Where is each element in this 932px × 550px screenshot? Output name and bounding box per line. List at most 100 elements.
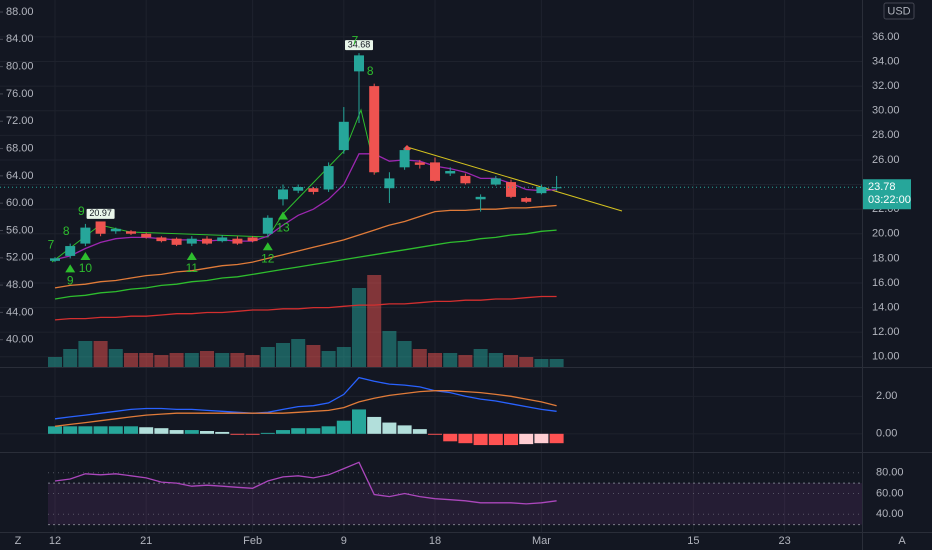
volume-bar	[549, 359, 564, 367]
x-tick-label: Mar	[532, 535, 551, 547]
x-tick-label: 18	[429, 535, 441, 547]
candle-body	[490, 178, 501, 185]
td-count: 7	[48, 237, 55, 251]
volume-bar	[382, 331, 397, 367]
volume-bar	[443, 353, 458, 367]
left-tick-label: 48.00	[6, 279, 34, 291]
macd-histogram-bar	[534, 433, 549, 444]
macd-histogram-bar	[108, 426, 123, 434]
left-tick-label: 44.00	[6, 306, 34, 318]
volume-bar	[291, 339, 306, 367]
candle-body	[399, 150, 410, 168]
candle-body	[232, 238, 243, 244]
volume-bar	[63, 349, 78, 367]
moving-average	[54, 229, 557, 300]
candle-body	[110, 228, 121, 232]
macd-histogram-bar	[473, 433, 488, 446]
volume-bar	[199, 351, 214, 367]
rsi-line	[54, 461, 557, 505]
candle-body	[354, 55, 365, 72]
left-tick-label: 40.00	[6, 334, 34, 346]
left-tick-label: 56.00	[6, 224, 34, 236]
macd-histogram-bar	[47, 426, 62, 434]
volume-bar	[260, 347, 275, 367]
volume-bar	[412, 349, 427, 367]
currency-box[interactable]	[883, 2, 915, 20]
td-count: 12	[261, 251, 275, 265]
candle-body	[247, 237, 258, 242]
left-tick-label: 76.00	[6, 88, 34, 100]
td-count: 9	[67, 274, 74, 288]
macd-histogram-bar	[215, 431, 230, 434]
td-count: 10	[79, 261, 93, 275]
volume-bar	[306, 345, 321, 367]
candle-body	[171, 238, 182, 245]
macd-histogram-bar	[458, 433, 473, 444]
macd-histogram-bar	[382, 422, 397, 434]
scale-control[interactable]: Z	[15, 535, 22, 547]
td-count: 11	[186, 261, 199, 275]
left-tick-label: 68.00	[6, 142, 34, 154]
volume-bar	[473, 349, 488, 367]
x-tick-label: Feb	[243, 535, 262, 547]
candle-body	[521, 198, 532, 202]
candle-body	[49, 258, 60, 261]
high-label-box	[345, 40, 374, 51]
y-tick-label: 14.00	[872, 301, 900, 313]
y-tick-label: 30.00	[872, 105, 900, 117]
grid	[0, 0, 862, 532]
volume-bar	[519, 357, 534, 367]
y-tick-label: 20.00	[872, 228, 900, 240]
candle-body	[430, 162, 441, 181]
candle-body	[369, 86, 380, 173]
candle-body	[384, 178, 395, 189]
macd-histogram-bar	[123, 426, 138, 434]
volume-bar	[169, 353, 184, 367]
candle-body	[80, 227, 91, 244]
left-tick-label: 80.00	[6, 61, 34, 73]
volume-bar	[215, 353, 230, 367]
td-triangle	[80, 252, 91, 261]
moving-average	[54, 204, 557, 289]
macd-histogram-bar	[291, 428, 306, 434]
signal-line	[54, 390, 557, 427]
y-tick-label: 16.00	[872, 277, 900, 289]
td-triangle	[186, 252, 197, 261]
td-count: 13	[276, 221, 290, 235]
macd-histogram-bar	[549, 433, 564, 444]
macd-histogram-bar	[443, 433, 458, 442]
volume-bar	[488, 353, 503, 367]
x-tick-label: 9	[341, 535, 347, 547]
macd-line	[54, 376, 557, 420]
candle-body	[125, 231, 136, 234]
td-count: 7	[352, 33, 359, 47]
scale-control[interactable]: A	[898, 535, 906, 547]
macd-histogram-bar	[78, 426, 93, 434]
td-triangle	[278, 211, 289, 220]
candle-body	[445, 171, 456, 174]
candle-body	[308, 188, 319, 192]
y-tick-label: 12.00	[872, 326, 900, 338]
macd-histogram-bar	[230, 433, 245, 435]
volume-bar	[458, 355, 473, 367]
volume-bar	[352, 288, 367, 367]
left-tick-label: 84.00	[6, 33, 34, 45]
macd-histogram-bar	[352, 409, 367, 434]
macd-histogram-bar	[199, 431, 214, 434]
y-tick-label: 18.00	[872, 252, 900, 264]
macd-histogram-bar	[428, 433, 443, 435]
currency-label: USD	[887, 5, 910, 17]
macd-tick-label: 2.00	[876, 390, 897, 402]
y-tick-label: 36.00	[872, 31, 900, 43]
td-triangle	[65, 264, 76, 273]
macd-histogram-bar	[154, 428, 169, 434]
candle-body	[536, 187, 547, 194]
volume-bar	[428, 353, 443, 367]
macd-histogram-bar	[276, 430, 291, 434]
y-tick-label: 32.00	[872, 80, 900, 92]
moving-average	[54, 295, 557, 321]
high-label: 20.97	[89, 208, 112, 218]
macd-histogram-bar	[63, 426, 78, 434]
